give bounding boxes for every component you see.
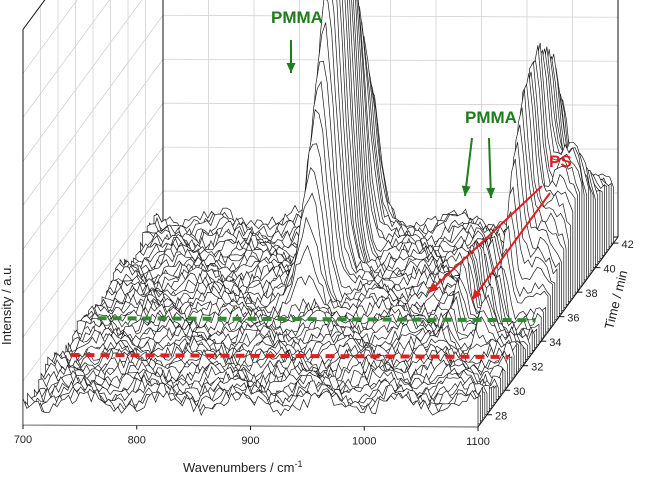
axis-layer: 700 800 900 1000 1100 28 30 32 34 36 38 40 42: [14, 236, 634, 448]
arrow-pmma-left-head: [461, 185, 471, 196]
x-tick-label: 1000: [352, 436, 376, 448]
time-tick-label: 28: [495, 411, 507, 423]
time-tick-label: 32: [531, 362, 543, 374]
intensity-axis-label: Intensity / a.u.: [0, 264, 14, 345]
time-axis-label: Time / min: [601, 269, 630, 331]
arrow-pmma-main-head: [286, 63, 296, 73]
time-tick-label: 34: [549, 337, 561, 349]
arrow-pmma-right: [488, 137, 492, 199]
time-marker-ps: [70, 353, 509, 359]
x-tick-label: 800: [128, 435, 146, 447]
time-tick-label: 42: [621, 239, 633, 251]
time-tick-label: 38: [585, 288, 597, 300]
arrow-ps-left: [427, 185, 543, 294]
side-wall-gridline: [22, 0, 78, 74]
x-tick-label: 1100: [466, 436, 490, 448]
annotation-ps: PS: [549, 152, 572, 171]
time-tick-label: 36: [567, 313, 579, 325]
time-tick-label: 30: [513, 386, 525, 398]
marker-layer: [70, 40, 551, 359]
time-axis-line: [477, 236, 619, 428]
arrow-ps-left-head: [428, 282, 439, 293]
arrow-ps-right: [471, 192, 551, 301]
arrow-ps-right-head: [472, 289, 482, 300]
x-tick-label: 700: [14, 434, 32, 446]
arrow-pmma-right-head: [486, 187, 496, 198]
annotation-pmma-main: PMMA: [271, 8, 323, 27]
x-tick-label: 900: [241, 435, 259, 447]
trace-layer: [22, 0, 614, 428]
spectrum-trace: [22, 390, 479, 428]
x-axis-label: Wavenumbers / cm-1: [183, 459, 303, 475]
time-marker-pmma: [97, 316, 536, 323]
annotation-layer: PMMA PMMA PS: [271, 8, 572, 171]
time-tick-label: 40: [603, 264, 615, 276]
annotation-pmma-secondary: PMMA: [465, 108, 517, 127]
